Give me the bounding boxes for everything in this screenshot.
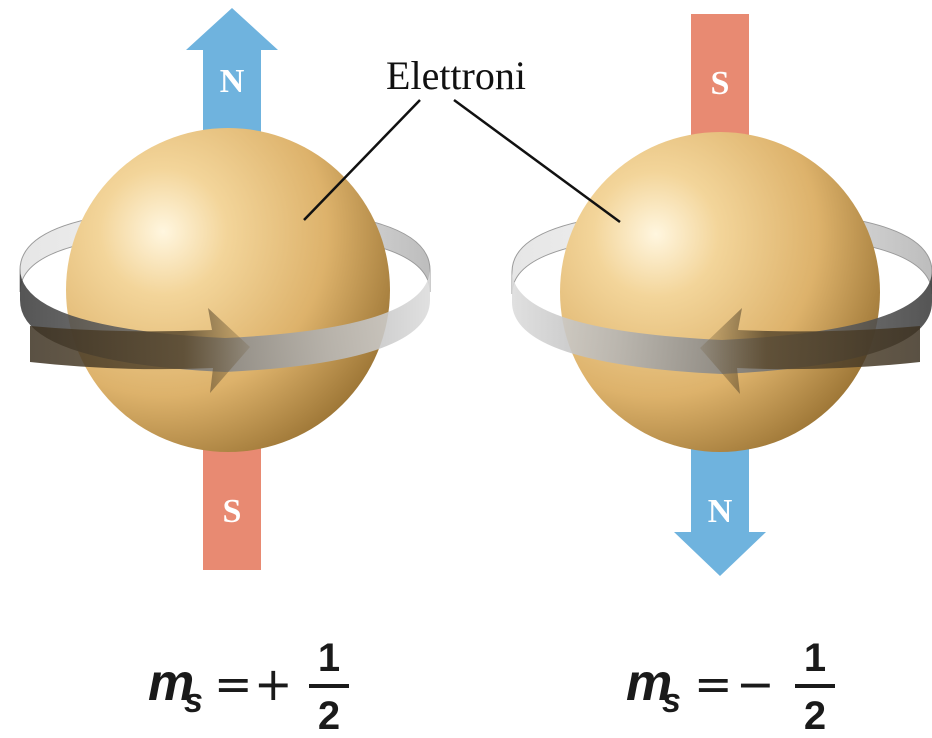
north-pole-arrow-down: N xyxy=(674,440,766,576)
callout-label: Elettroni xyxy=(386,53,526,98)
leader-line-right xyxy=(453,98,621,224)
equals-sign: = xyxy=(694,657,733,711)
quantum-number-left: m s = + 1 2 xyxy=(148,636,349,738)
pole-label-top: S xyxy=(711,65,730,102)
fraction-numerator: 1 xyxy=(804,636,826,680)
pole-label-bottom: N xyxy=(708,493,733,530)
electron-left: N S xyxy=(19,8,431,570)
pole-label-bottom: S xyxy=(223,493,242,530)
electron-sphere xyxy=(560,132,880,452)
fraction-bar xyxy=(309,684,349,688)
ms-subscript: s xyxy=(184,682,203,720)
quantum-number-right: m s = − 1 2 xyxy=(626,636,835,738)
equals-sign: = xyxy=(214,657,253,711)
fraction-bar xyxy=(795,684,835,688)
ms-subscript: s xyxy=(662,682,681,720)
electron-right: S N xyxy=(511,14,932,576)
minus-sign: − xyxy=(736,657,775,711)
leader-line-left xyxy=(303,99,421,221)
ms-symbol: m xyxy=(148,654,194,712)
pole-label-top: N xyxy=(220,63,245,100)
electrons-callout: Elettroni xyxy=(303,53,621,224)
north-pole-arrow-up: N xyxy=(186,8,278,138)
spin-direction-arrow xyxy=(700,308,920,394)
fraction-numerator: 1 xyxy=(318,636,340,680)
plus-sign: + xyxy=(254,657,293,711)
electron-sphere xyxy=(66,128,390,452)
fraction-denominator: 2 xyxy=(318,694,340,733)
south-pole-bar: S xyxy=(203,444,261,570)
south-pole-bar: S xyxy=(691,14,749,144)
fraction-denominator: 2 xyxy=(804,694,826,733)
spin-direction-arrow xyxy=(30,308,250,393)
ms-symbol: m xyxy=(626,654,672,712)
